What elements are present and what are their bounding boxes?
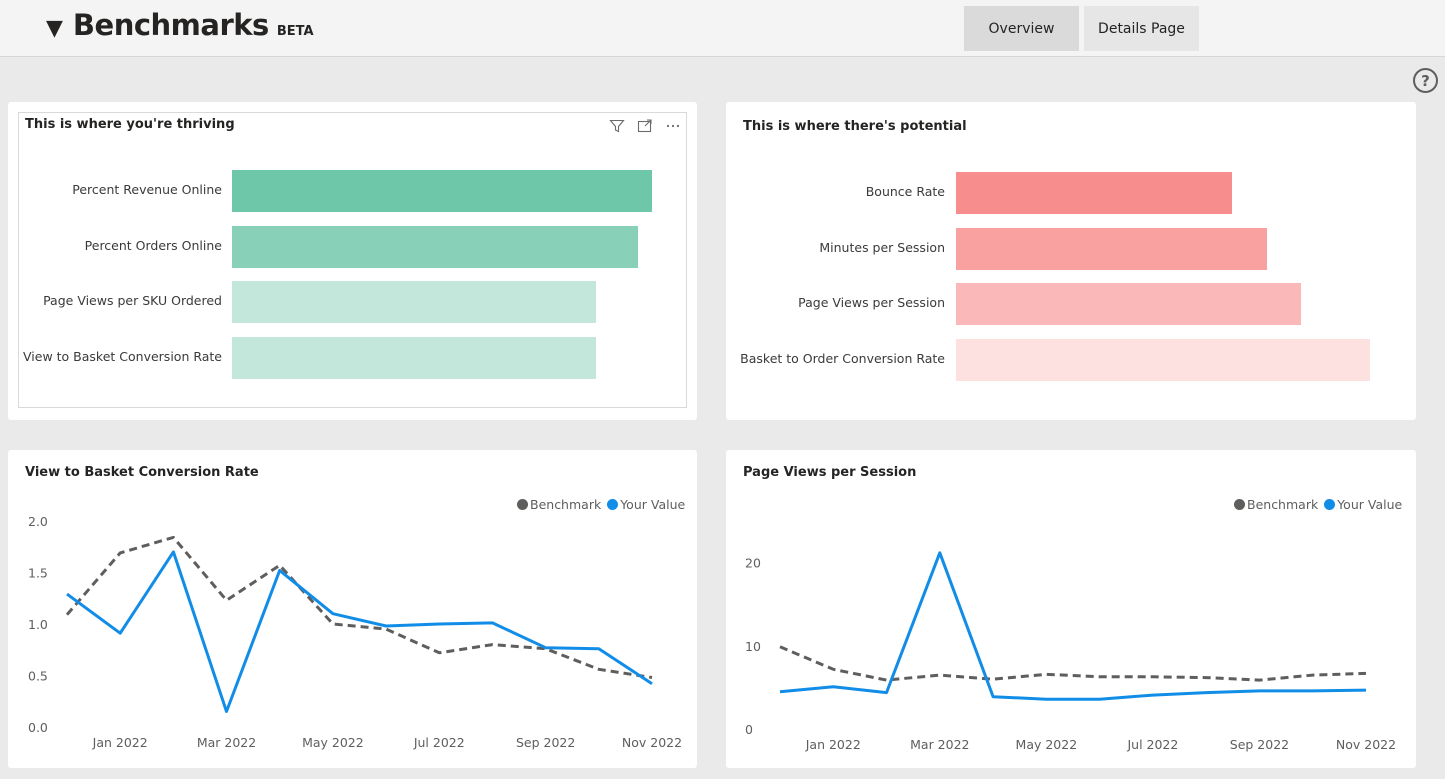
view-to-basket-title: View to Basket Conversion Rate [25,465,259,480]
y-tick-label: 1.0 [28,617,48,632]
y-tick-label: 0.5 [28,669,48,684]
legend-label: Your Value [620,497,686,512]
x-tick-label: May 2022 [1016,737,1078,752]
chart-legend: Benchmark Your Value [1228,497,1402,512]
x-tick-label: Nov 2022 [622,735,682,750]
potential-card[interactable]: This is where there's potential Bounce R… [726,102,1416,420]
bar[interactable] [232,337,597,380]
x-tick-label: Sep 2022 [1230,737,1289,752]
bar[interactable] [956,339,1370,382]
view-to-basket-card[interactable]: View to Basket Conversion Rate Benchmark… [8,450,697,768]
legend-label: Benchmark [1247,497,1319,512]
legend-dot-your-value [1324,499,1336,510]
page-title-group: ▼ Benchmarks BETA [46,8,314,42]
report-header: ▼ Benchmarks BETA Overview Details Page [0,0,1445,57]
bar-label: Page Views per Session [798,295,945,311]
bar-label: Bounce Rate [865,184,945,199]
potential-title: This is where there's potential [743,119,967,134]
tab-details-page[interactable]: Details Page [1084,6,1199,51]
help-icon[interactable]: ? [1413,68,1438,93]
x-tick-label: May 2022 [302,735,364,750]
focus-mode-icon[interactable] [637,118,653,134]
x-tick-label: Jul 2022 [413,735,465,750]
y-tick-label: 0.0 [28,720,48,735]
series-line-benchmark [65,535,653,679]
x-tick-label: Jan 2022 [805,737,861,752]
series-line-benchmark [779,645,1367,682]
more-options-icon[interactable] [665,118,681,134]
x-tick-label: Mar 2022 [197,735,256,750]
x-tick-label: Mar 2022 [910,737,969,752]
y-tick-label: 10 [745,639,761,654]
bar[interactable] [956,283,1301,326]
bar-label: Percent Orders Online [84,237,222,253]
legend-item-your-value[interactable]: Your Value [607,497,685,512]
x-tick-label: Jul 2022 [1126,737,1178,752]
bar-label: Basket to Order Conversion Rate [740,351,945,367]
series-line-your-value [66,550,653,713]
y-tick-label: 2.0 [28,514,48,529]
legend-dot-benchmark [1234,499,1245,510]
page-title: Benchmarks [72,8,269,42]
bar-label: Percent Revenue Online [72,182,222,197]
page-views-title: Page Views per Session [743,465,917,480]
legend-item-benchmark[interactable]: Benchmark [517,497,601,512]
x-tick-label: Jan 2022 [92,735,148,750]
bar[interactable] [956,227,1267,270]
beta-badge: BETA [276,24,314,39]
filter-icon[interactable] [609,118,625,134]
page-views-line-chart: 0 10 20 Jan 2022 Mar 2022 May 2022 Jul 2022 Sep… [745,551,1396,752]
chart-legend: Benchmark Your Value [511,497,685,512]
page-views-card[interactable]: Page Views per Session Benchmark Your Va… [726,450,1416,768]
collapse-caret-icon[interactable]: ▼ [46,16,63,41]
visual-header-icons [609,118,681,134]
legend-dot-benchmark [517,499,528,510]
legend-item-benchmark[interactable]: Benchmark [1234,497,1318,512]
bar[interactable] [232,281,597,324]
legend-label: Benchmark [530,497,602,512]
legend-dot-your-value [607,499,619,510]
y-tick-label: 1.5 [28,566,48,581]
series-line-your-value [779,551,1367,701]
tab-overview[interactable]: Overview [964,6,1079,51]
y-tick-label: 20 [745,556,761,571]
y-tick-label: 0 [745,722,753,737]
view-to-basket-line-chart: 0.0 0.5 1.0 1.5 2.0 Jan 2022 Mar 2022 May 2022 J… [28,514,682,750]
bar-label: View to Basket Conversion Rate [23,349,222,365]
bar-label: Minutes per Session [819,239,945,255]
bar[interactable] [956,172,1233,214]
thriving-card[interactable]: This is where you're thriving Percent Re… [8,102,697,420]
x-tick-label: Nov 2022 [1336,737,1396,752]
bar[interactable] [232,170,652,212]
bar[interactable] [232,225,639,268]
visual-focus-border [18,112,687,408]
legend-item-your-value[interactable]: Your Value [1324,497,1402,512]
thriving-title: This is where you're thriving [25,117,235,132]
x-tick-label: Sep 2022 [516,735,575,750]
bar-label: Page Views per SKU Ordered [43,293,222,309]
legend-label: Your Value [1337,497,1403,512]
